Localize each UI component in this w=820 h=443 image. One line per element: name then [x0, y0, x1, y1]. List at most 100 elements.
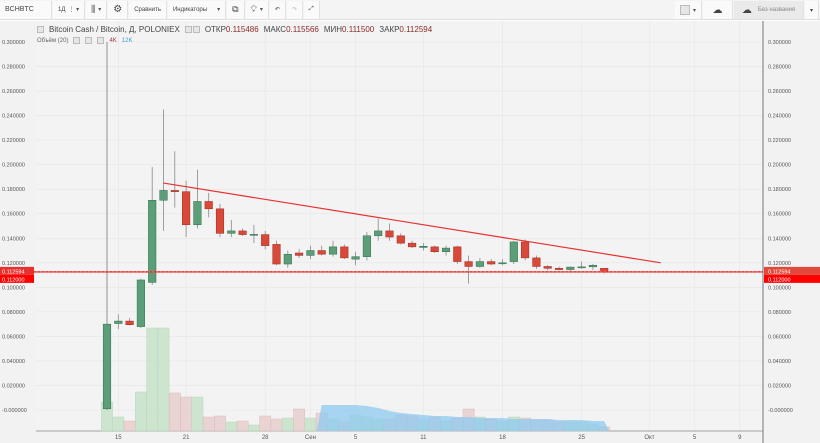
candle-down — [215, 208, 225, 234]
eye-icon[interactable] — [73, 37, 81, 44]
bar-style-button[interactable]: ⫼ ▾ — [86, 0, 108, 19]
candle-down — [521, 241, 530, 259]
save-layout-button[interactable]: ☁ Без названия — [733, 1, 804, 19]
volume-bar — [191, 396, 204, 432]
candle-down — [487, 261, 496, 265]
layout-menu-button[interactable]: ▾ — [804, 1, 819, 19]
collapse-icon[interactable] — [37, 26, 44, 33]
y-tick-label-left: 0.080000 — [2, 310, 25, 316]
y-tick-label-left: 0.280000 — [2, 65, 25, 71]
fullscreen-button[interactable]: ⤢ — [303, 0, 320, 19]
close-icon[interactable] — [192, 26, 200, 33]
candle-up — [283, 253, 292, 265]
y-tick-label: 0.220000 — [768, 138, 791, 144]
interval-button[interactable]: 1Д ⋮ ▾ — [53, 0, 86, 19]
low-value: 0.111500 — [342, 25, 375, 34]
y-tick-label-left: 0.040000 — [2, 359, 25, 365]
volume-bar — [135, 391, 147, 432]
ideas-button[interactable]: 💡︎ ▾ — [245, 0, 269, 19]
y-tick-label-left: 0.100000 — [2, 285, 25, 291]
y-tick-label-left: 0.160000 — [2, 212, 25, 218]
y-tick-label-left: 0.180000 — [2, 187, 25, 193]
y-tick-label: 0.060000 — [768, 334, 791, 340]
plot-area — [36, 21, 763, 431]
candle-up — [306, 250, 315, 256]
y-tick-label: 0.260000 — [768, 89, 791, 95]
compare-button[interactable]: Сравнить — [129, 0, 167, 19]
y-tick-label-left: 0.240000 — [2, 114, 25, 120]
undo-icon: ↶ — [274, 7, 280, 13]
layout-button[interactable]: ▾ — [674, 1, 702, 19]
add-alert-button[interactable]: ⧉ — [227, 0, 245, 19]
volume-bar — [157, 327, 170, 432]
price-label: 0.112594 — [768, 269, 791, 275]
candle-up — [193, 201, 202, 226]
candle-up — [159, 190, 168, 201]
price-label-left-2: 0.112000 — [2, 277, 25, 283]
volume-ma-value: 12K — [121, 37, 133, 44]
volume-bar — [281, 417, 294, 432]
y-tick-label-left: 0.260000 — [2, 89, 25, 95]
indicators-button[interactable]: Индикаторы ▾ — [167, 0, 227, 19]
volume-bar — [123, 420, 136, 432]
chevron-down-icon: ⋮ ▾ — [68, 7, 80, 13]
candle-down — [385, 230, 394, 238]
y-tick-label: -0.000000 — [768, 408, 793, 414]
candle-up — [114, 320, 123, 324]
volume-bar — [146, 327, 159, 432]
y-tick-label: 0.140000 — [768, 236, 791, 242]
candle-up — [509, 241, 518, 262]
redo-button[interactable]: ↷ — [286, 0, 303, 19]
y-tick-label: 0.100000 — [768, 285, 791, 291]
y-tick-label: 0.020000 — [768, 383, 791, 389]
volume-bar — [112, 416, 125, 432]
x-tick-label: 11 — [420, 435, 427, 441]
chevron-down-icon: ▾ — [692, 7, 696, 14]
candle-up — [148, 199, 157, 283]
candle-up — [475, 261, 484, 267]
candle-down — [340, 246, 349, 259]
settings-icon[interactable] — [85, 37, 93, 44]
y-tick-label: 0.200000 — [768, 163, 791, 169]
candle-down — [204, 201, 213, 210]
volume-bar — [248, 424, 260, 432]
chevron-down-icon: ▾ — [217, 7, 221, 13]
y-tick-label-left: 0.120000 — [2, 261, 25, 267]
candle-up — [362, 235, 371, 257]
symbol-search-input[interactable]: BCHBTC — [0, 0, 52, 19]
open-value: 0.115486 — [225, 25, 259, 34]
x-tick-label: Сен — [305, 435, 316, 441]
y-tick-label: 0.160000 — [768, 212, 791, 218]
settings-icon[interactable] — [184, 26, 192, 33]
bars-style-icon: ⫼ — [91, 4, 96, 14]
x-tick-label: 21 — [183, 435, 190, 441]
volume-bar — [293, 408, 305, 432]
close-value: 0.112594 — [399, 25, 433, 34]
candle-up — [351, 256, 360, 260]
chevron-down-icon: ▾ — [809, 7, 813, 14]
settings-button[interactable]: ⚙ — [108, 0, 129, 19]
volume-bar — [259, 415, 272, 432]
candle-up — [102, 323, 112, 410]
undo-button[interactable]: ↶ — [269, 0, 286, 19]
y-tick-label: 0.080000 — [768, 310, 791, 316]
candle-up — [566, 266, 575, 270]
y-tick-label: 0.180000 — [768, 187, 791, 193]
top-toolbar: BCHBTC 1Д ⋮ ▾ ⫼ ▾ ⚙ Сравнить Индикаторы ▾ ⧉… — [0, 0, 820, 20]
y-tick-label: 0.120000 — [768, 261, 791, 267]
candle-down — [170, 190, 179, 192]
y-tick-label: 0.300000 — [768, 40, 791, 46]
cloud-upload-icon: ☁ — [741, 4, 752, 16]
y-tick-label-left: -0.000000 — [2, 408, 27, 414]
x-tick-label: Окт — [644, 435, 654, 441]
candle-up — [249, 234, 258, 236]
close-icon[interactable] — [97, 37, 105, 44]
x-tick-label: 28 — [262, 435, 269, 441]
series-title: Bitcoin Cash / Bitcoin, Д, POLONIEX — [49, 25, 180, 34]
volume-bar — [214, 415, 226, 432]
candle-down — [554, 268, 564, 270]
load-layout-button[interactable]: ☁ — [702, 1, 733, 19]
y-tick-label-left: 0.300000 — [2, 40, 25, 46]
price-label-left: 0.112594 — [2, 269, 25, 275]
